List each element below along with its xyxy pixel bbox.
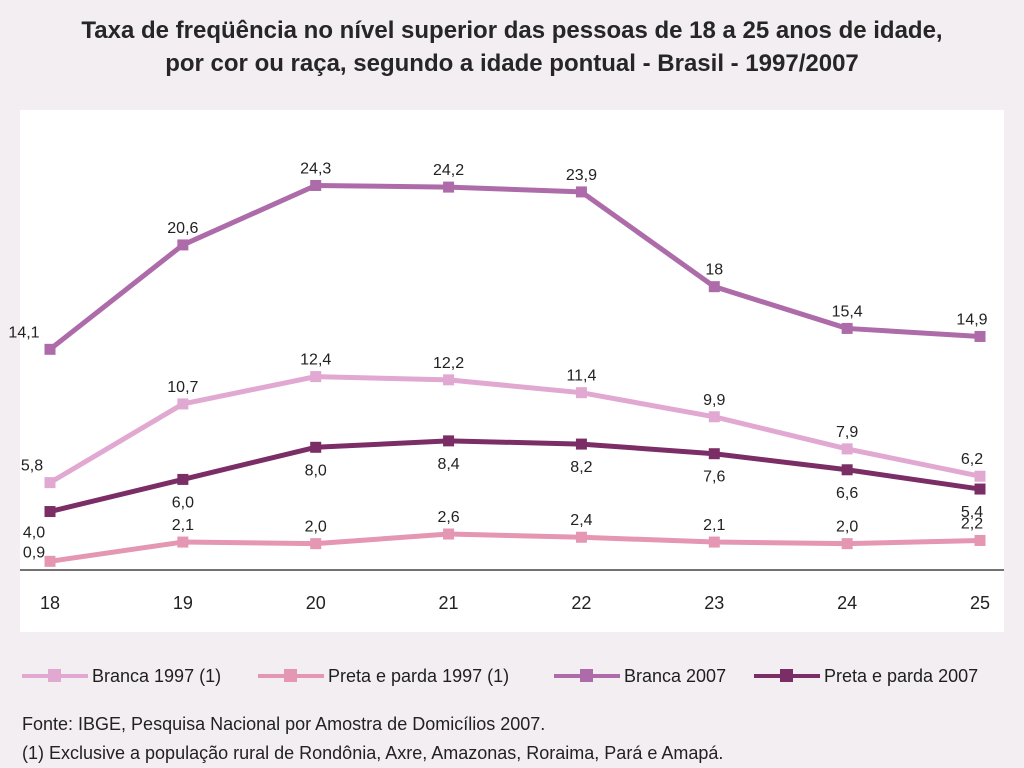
data-label: 14,1 — [8, 324, 39, 341]
data-point — [708, 411, 720, 423]
data-point — [575, 186, 587, 198]
chart-title: Taxa de freqüência no nível superior das… — [0, 14, 1024, 80]
data-label: 2,1 — [703, 517, 725, 534]
legend-item-preta-parda-1997: Preta e parda 1997 (1) — [258, 663, 509, 689]
legend-label-branca-2007: Branca 2007 — [624, 665, 727, 686]
data-point — [310, 371, 322, 383]
data-point — [974, 483, 986, 495]
data-label: 23,9 — [566, 167, 597, 184]
data-point — [575, 531, 587, 543]
data-label: 12,4 — [300, 352, 331, 369]
data-point — [177, 239, 189, 251]
data-point — [708, 448, 720, 460]
data-label: 0,9 — [23, 544, 45, 561]
data-point — [575, 438, 587, 450]
legend-swatch-preta-parda-1997 — [258, 668, 324, 684]
data-point — [177, 536, 189, 548]
chart-notes: Fonte: IBGE, Pesquisa Nacional por Amost… — [22, 710, 723, 768]
data-point — [177, 473, 189, 485]
data-point — [841, 464, 853, 476]
data-label: 2,6 — [437, 509, 459, 526]
legend-swatch-preta-parda-2007 — [754, 668, 820, 684]
x-tick-label: 25 — [970, 593, 990, 613]
data-point — [443, 528, 455, 540]
x-tick-label: 18 — [40, 593, 60, 613]
chart-legend: Branca 1997 (1) Preta e parda 1997 (1) B… — [22, 663, 1012, 689]
data-point — [443, 374, 455, 386]
data-label: 6,6 — [836, 485, 858, 502]
data-label: 24,3 — [300, 160, 331, 177]
data-label: 14,9 — [956, 311, 987, 328]
x-tick-label: 23 — [704, 593, 724, 613]
data-point — [443, 181, 455, 193]
data-label: 7,9 — [836, 424, 858, 441]
x-tick-label: 20 — [306, 593, 326, 613]
data-label: 12,2 — [433, 355, 464, 372]
data-label: 6,2 — [961, 451, 983, 468]
data-point — [310, 538, 322, 550]
data-label: 20,6 — [167, 220, 198, 237]
data-point — [575, 387, 587, 399]
data-label: 2,4 — [570, 512, 592, 529]
data-label: 6,0 — [172, 494, 194, 511]
data-point — [177, 398, 189, 410]
data-label: 11,4 — [566, 368, 596, 385]
data-point — [310, 441, 322, 453]
data-point — [841, 538, 853, 550]
chart-title-line-2: por cor ou raça, segundo a idade pontual… — [165, 50, 859, 77]
data-point — [44, 477, 56, 489]
legend-swatch-branca-1997 — [22, 668, 88, 684]
data-label: 2,1 — [172, 517, 194, 534]
data-label: 10,7 — [167, 379, 198, 396]
data-label: 9,9 — [703, 392, 725, 409]
data-point — [974, 534, 986, 546]
data-point — [310, 179, 322, 191]
legend-item-preta-parda-2007: Preta e parda 2007 — [754, 663, 978, 689]
data-label: 4,0 — [23, 525, 45, 542]
data-label: 8,2 — [570, 459, 592, 476]
data-point — [708, 536, 720, 548]
legend-item-branca-1997: Branca 1997 (1) — [22, 663, 221, 689]
footnote: (1) Exclusive a população rural de Rondô… — [22, 743, 724, 763]
data-label: 7,6 — [703, 469, 725, 486]
series-line-branca-2007 — [47, 182, 983, 352]
data-point — [44, 555, 56, 567]
chart-title-line-1: Taxa de freqüência no nível superior das… — [81, 17, 943, 44]
data-label: 5,8 — [21, 458, 43, 475]
data-point — [841, 443, 853, 455]
data-label: 15,4 — [832, 303, 863, 320]
series-line-branca-1997-1 — [47, 374, 983, 486]
x-tick-label: 19 — [173, 593, 193, 613]
legend-label-branca-1997: Branca 1997 (1) — [92, 665, 222, 686]
data-point — [44, 506, 56, 518]
legend-swatch-branca-2007 — [554, 668, 620, 684]
source-note: Fonte: IBGE, Pesquisa Nacional por Amost… — [22, 714, 546, 734]
data-label: 24,2 — [433, 162, 464, 179]
data-point — [443, 435, 455, 447]
legend-label-preta-parda-1997: Preta e parda 1997 (1) — [328, 665, 510, 686]
data-label: 2,2 — [961, 515, 983, 532]
data-label: 8,0 — [305, 462, 327, 479]
data-label: 8,4 — [437, 456, 459, 473]
data-label: 18 — [705, 262, 723, 279]
data-point — [44, 343, 56, 355]
legend-label-preta-parda-2007: Preta e parda 2007 — [824, 665, 979, 686]
data-point — [841, 322, 853, 334]
legend-item-branca-2007: Branca 2007 — [554, 663, 726, 689]
x-tick-label: 24 — [837, 593, 857, 613]
data-label: 2,0 — [305, 519, 327, 536]
series-line-preta-e-parda-1997-1 — [47, 531, 983, 564]
series-line-preta-e-parda-2007 — [47, 438, 983, 515]
data-point — [708, 281, 720, 293]
data-label: 5,4 — [961, 504, 983, 521]
x-tick-label: 21 — [439, 593, 459, 613]
data-point — [974, 470, 986, 482]
data-point — [974, 330, 986, 342]
data-label: 2,0 — [836, 519, 858, 536]
x-tick-label: 22 — [571, 593, 591, 613]
